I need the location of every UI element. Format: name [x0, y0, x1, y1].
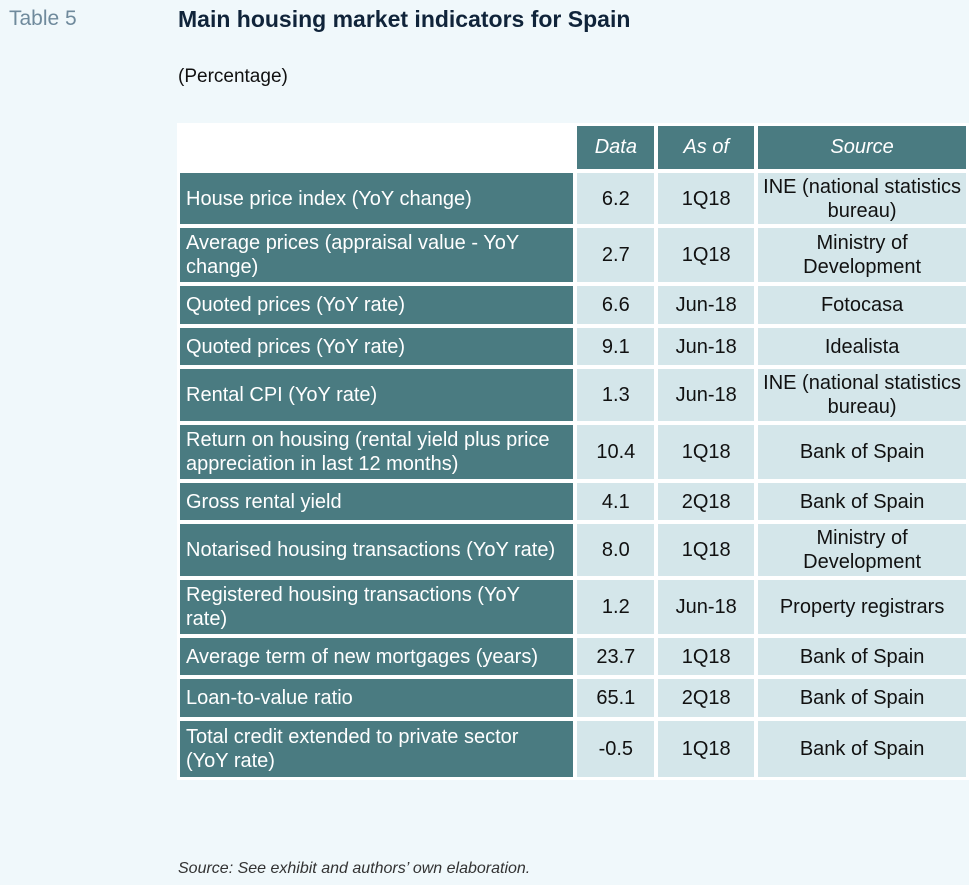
indicator-cell: Rental CPI (YoY rate) [180, 369, 574, 425]
source-cell: Bank of Spain [754, 425, 966, 483]
source-cell: Bank of Spain [754, 679, 966, 721]
as-of-cell: 2Q18 [654, 483, 755, 524]
data-cell: 6.6 [573, 286, 655, 328]
as-of-cell: Jun-18 [654, 369, 755, 425]
table-row: Total credit extended to private sector … [180, 721, 966, 777]
table-row: Rental CPI (YoY rate) 1.3 Jun-18 INE (natio… [180, 369, 966, 425]
source-cell: Property registrars [754, 580, 966, 638]
data-cell: 4.1 [573, 483, 655, 524]
header-blank-cell [180, 126, 574, 173]
data-cell: 1.2 [573, 580, 655, 638]
table-subtitle: (Percentage) [178, 66, 288, 87]
indicator-cell: Notarised housing transactions (YoY rate… [180, 524, 574, 580]
data-cell: 1.3 [573, 369, 655, 425]
as-of-cell: Jun-18 [654, 328, 755, 369]
table-row: Average prices (appraisal value - YoY ch… [180, 228, 966, 286]
column-header-data: Data [573, 126, 655, 173]
source-cell: INE (national statistics bureau) [754, 369, 966, 425]
source-cell: Bank of Spain [754, 721, 966, 777]
indicator-cell: Quoted prices (YoY rate) [180, 286, 574, 328]
as-of-cell: 1Q18 [654, 173, 755, 228]
table-body: House price index (YoY change) 6.2 1Q18 INE… [180, 173, 966, 777]
header-row: Data As of Source [180, 126, 966, 173]
data-cell: 65.1 [573, 679, 655, 721]
table-row: Notarised housing transactions (YoY rate… [180, 524, 966, 580]
as-of-cell: 1Q18 [654, 228, 755, 286]
indicator-cell: House price index (YoY change) [180, 173, 574, 228]
as-of-cell: 1Q18 [654, 721, 755, 777]
table-row: Gross rental yield 4.1 2Q18 Bank of Spain [180, 483, 966, 524]
indicator-cell: Quoted prices (YoY rate) [180, 328, 574, 369]
source-note: Source: See exhibit and authors’ own ela… [178, 860, 531, 877]
as-of-cell: 1Q18 [654, 524, 755, 580]
indicators-table: Data As of Source House price index (YoY… [180, 126, 966, 777]
data-cell: -0.5 [573, 721, 655, 777]
source-cell: INE (national statistics bureau) [754, 173, 966, 228]
table-row: Quoted prices (YoY rate) 9.1 Jun-18 Idealis… [180, 328, 966, 369]
table-row: Quoted prices (YoY rate) 6.6 Jun-18 Fotocas… [180, 286, 966, 328]
source-cell: Ministry of Development [754, 228, 966, 286]
source-cell: Idealista [754, 328, 966, 369]
data-cell: 8.0 [573, 524, 655, 580]
as-of-cell: Jun-18 [654, 286, 755, 328]
as-of-cell: 1Q18 [654, 425, 755, 483]
table-row: House price index (YoY change) 6.2 1Q18 INE… [180, 173, 966, 228]
column-header-source: Source [754, 126, 966, 173]
table-row: Registered housing transactions (YoY rat… [180, 580, 966, 638]
source-cell: Bank of Spain [754, 638, 966, 679]
table-number-label: Table 5 [9, 7, 77, 30]
column-header-as-of: As of [654, 126, 755, 173]
data-cell: 10.4 [573, 425, 655, 483]
table-title: Main housing market indicators for Spain [178, 6, 631, 32]
as-of-cell: 2Q18 [654, 679, 755, 721]
indicator-cell: Registered housing transactions (YoY rat… [180, 580, 574, 638]
indicators-table-container: Data As of Source House price index (YoY… [177, 123, 969, 780]
indicator-cell: Gross rental yield [180, 483, 574, 524]
source-cell: Bank of Spain [754, 483, 966, 524]
data-cell: 9.1 [573, 328, 655, 369]
indicator-cell: Total credit extended to private sector … [180, 721, 574, 777]
as-of-cell: Jun-18 [654, 580, 755, 638]
source-cell: Fotocasa [754, 286, 966, 328]
as-of-cell: 1Q18 [654, 638, 755, 679]
source-cell: Ministry of Development [754, 524, 966, 580]
data-cell: 23.7 [573, 638, 655, 679]
indicator-cell: Loan-to-value ratio [180, 679, 574, 721]
data-cell: 2.7 [573, 228, 655, 286]
indicator-cell: Average prices (appraisal value - YoY ch… [180, 228, 574, 286]
table-row: Loan-to-value ratio 65.1 2Q18 Bank of Spain [180, 679, 966, 721]
indicator-cell: Return on housing (rental yield plus pri… [180, 425, 574, 483]
table-row: Average term of new mortgages (years) 23.… [180, 638, 966, 679]
indicator-cell: Average term of new mortgages (years) [180, 638, 574, 679]
table-row: Return on housing (rental yield plus pri… [180, 425, 966, 483]
data-cell: 6.2 [573, 173, 655, 228]
